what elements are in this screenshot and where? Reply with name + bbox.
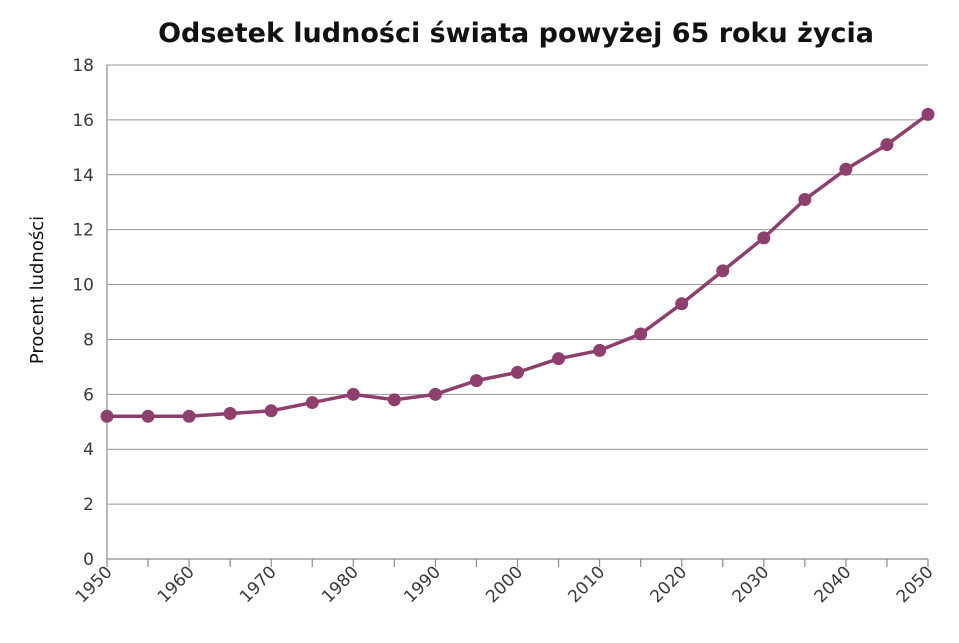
data-point <box>346 387 360 401</box>
y-tick-label: 18 <box>72 56 94 76</box>
y-tick-label: 16 <box>72 111 94 131</box>
x-tick-label: 2030 <box>729 562 774 607</box>
x-tick-label: 1970 <box>236 562 281 607</box>
data-point <box>264 404 278 418</box>
y-tick-label: 8 <box>83 330 94 350</box>
data-point <box>511 365 524 379</box>
y-tick-labels: 0 2 4 6 8 10 12 14 16 18 <box>72 56 94 570</box>
x-tick-label: 1960 <box>154 562 199 607</box>
data-point <box>100 409 114 423</box>
data-point <box>880 138 894 152</box>
data-point <box>675 297 689 311</box>
chart-title: Odsetek ludności świata powyżej 65 roku … <box>158 18 874 49</box>
data-point <box>223 407 237 421</box>
x-tick-label: 2010 <box>564 562 609 607</box>
y-tick-label: 4 <box>83 440 94 460</box>
x-tick-label: 2000 <box>482 562 527 607</box>
data-point <box>141 409 155 423</box>
y-tick-label: 0 <box>83 550 94 570</box>
x-tick-labels: 1950 1960 1970 1980 1990 2000 2010 2020 2030 2040… <box>72 562 938 607</box>
data-point <box>387 393 401 407</box>
axes <box>106 65 929 567</box>
data-point <box>428 387 442 401</box>
y-tick-label: 10 <box>72 276 94 296</box>
data-point <box>716 264 730 278</box>
data-point <box>634 327 648 341</box>
x-tick-label: 2050 <box>893 562 938 607</box>
data-point <box>798 192 812 206</box>
x-tick-label: 2020 <box>647 562 692 607</box>
x-tick-label: 1950 <box>72 562 117 607</box>
y-axis-label: Procent ludności <box>27 216 48 364</box>
data-point <box>552 352 566 366</box>
data-point <box>593 343 607 357</box>
data-point <box>757 231 771 245</box>
data-point <box>305 396 319 410</box>
y-tick-label: 2 <box>83 495 94 515</box>
series <box>100 107 935 423</box>
gridlines <box>107 64 928 505</box>
data-point <box>182 409 196 423</box>
y-tick-label: 12 <box>72 221 94 241</box>
y-tick-label: 6 <box>83 385 94 405</box>
data-point <box>469 374 483 388</box>
data-point <box>921 107 935 121</box>
x-tick-label: 2040 <box>811 562 856 607</box>
x-tick-label: 1990 <box>400 562 445 607</box>
y-tick-label: 14 <box>72 166 94 186</box>
x-tick-label: 1980 <box>318 562 363 607</box>
data-point <box>839 162 853 176</box>
